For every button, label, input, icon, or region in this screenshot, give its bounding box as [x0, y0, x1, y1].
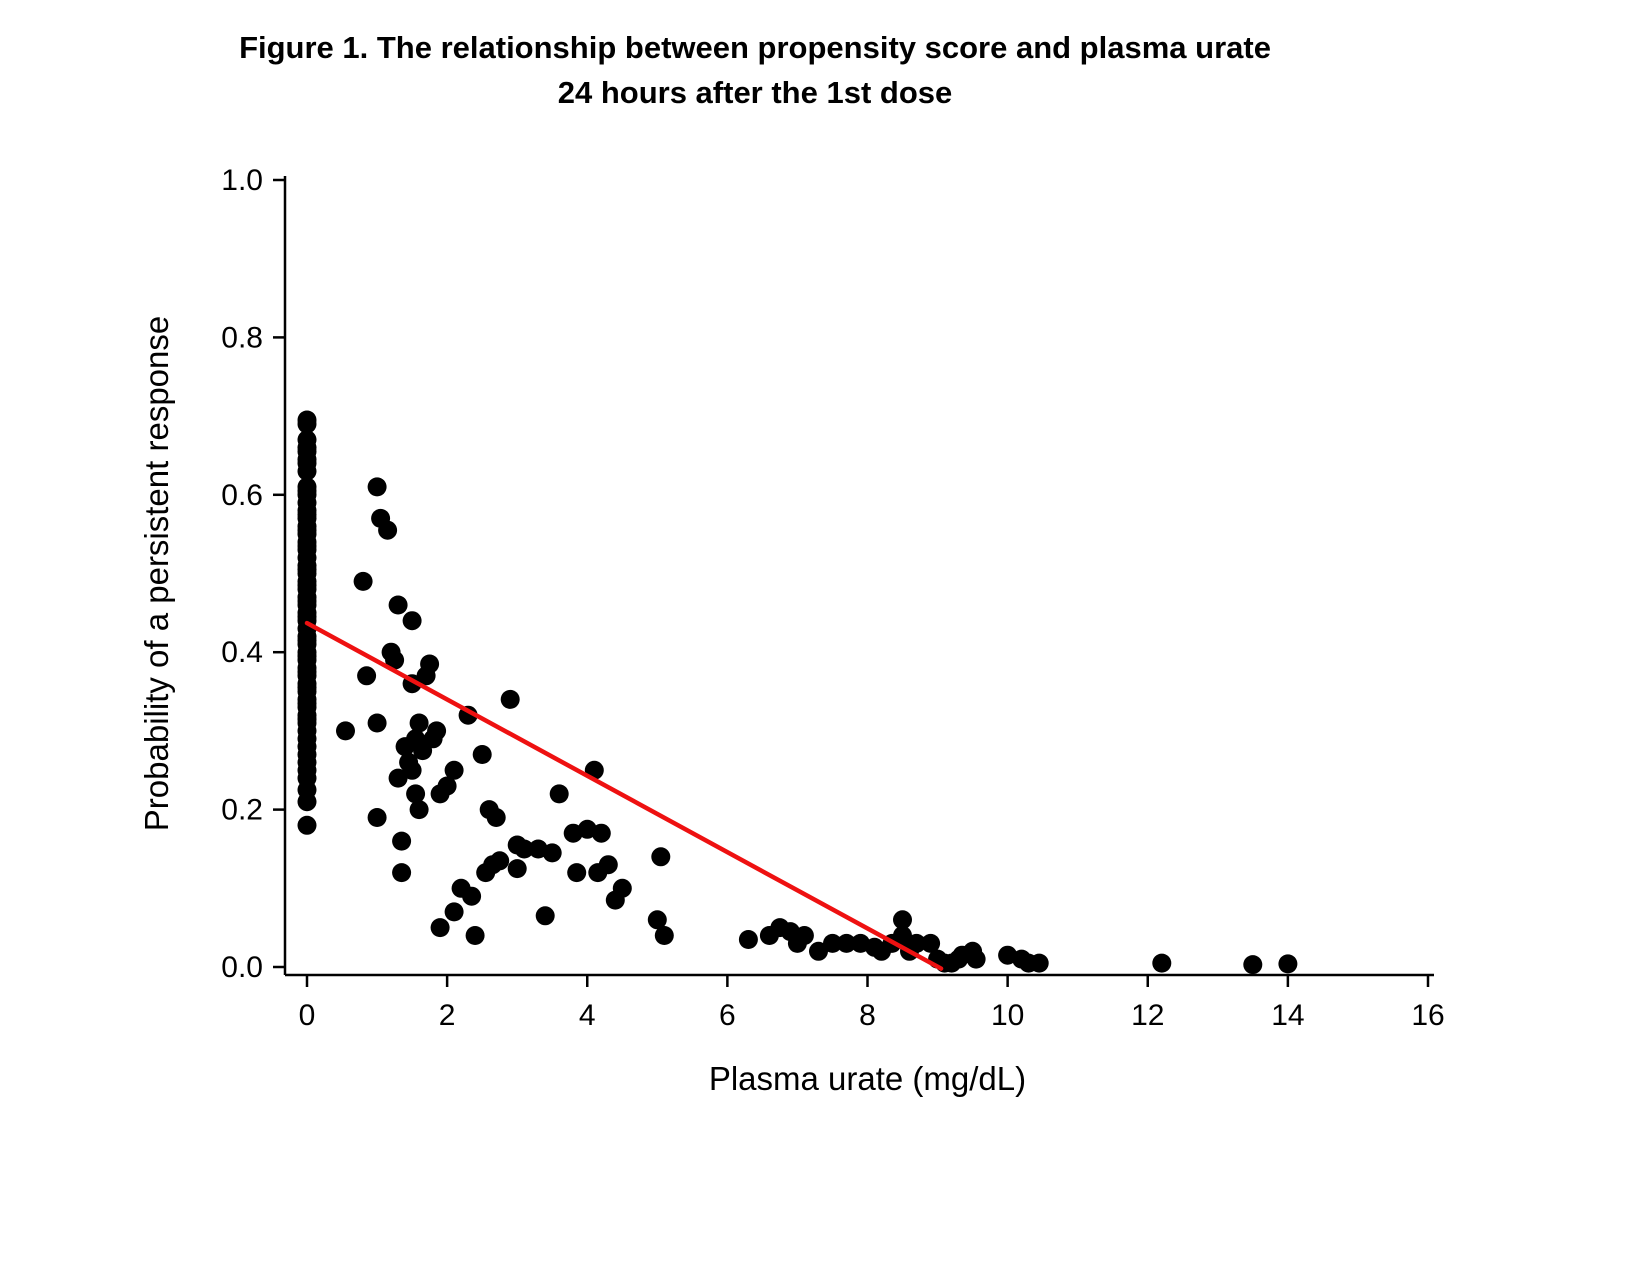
figure-title-line1: Figure 1. The relationship between prope…	[239, 30, 1271, 65]
y-tick-label: 0.2	[221, 794, 263, 827]
data-point	[893, 910, 912, 930]
data-point	[409, 800, 429, 820]
data-point	[567, 863, 587, 883]
data-point	[1152, 953, 1172, 973]
data-point	[809, 941, 828, 961]
data-point	[535, 906, 555, 926]
y-tick-label: 0.8	[221, 321, 263, 354]
figure-title-line2: 24 hours after the 1st dose	[557, 74, 953, 110]
data-point	[353, 571, 373, 591]
data-point	[907, 933, 926, 953]
data-point	[388, 595, 408, 615]
data-point	[549, 784, 569, 804]
data-point	[837, 933, 856, 953]
data-point	[651, 847, 671, 867]
data-point	[357, 666, 377, 686]
x-tick-label: 14	[1271, 999, 1304, 1032]
y-tick-label: 0.6	[221, 479, 263, 512]
data-point	[738, 930, 758, 949]
data-point	[409, 713, 429, 733]
data-point	[1029, 953, 1049, 973]
data-point	[612, 878, 632, 898]
data-point	[921, 933, 941, 953]
x-tick-label: 2	[439, 999, 456, 1032]
x-tick-label: 0	[299, 999, 316, 1032]
data-point	[444, 760, 464, 780]
data-point	[297, 430, 317, 450]
x-tick-label: 4	[579, 999, 596, 1032]
trend-line	[304, 620, 944, 971]
data-point	[392, 831, 412, 851]
data-point	[507, 859, 527, 879]
data-point	[444, 902, 464, 922]
y-tick-label: 1.0	[221, 164, 263, 197]
data-point	[591, 823, 611, 843]
data-point	[1278, 954, 1298, 974]
data-point	[388, 768, 408, 788]
x-tick-label: 12	[1131, 999, 1164, 1032]
data-point	[430, 918, 450, 938]
data-point	[823, 933, 842, 953]
data-point	[654, 926, 674, 945]
data-point	[402, 611, 422, 631]
data-point	[297, 477, 317, 497]
figure-title: Figure 1. The relationship between prope…	[0, 26, 1510, 116]
data-point	[598, 855, 618, 875]
data-point	[794, 926, 814, 945]
data-point	[1243, 955, 1263, 975]
data-point	[367, 477, 387, 497]
data-point	[297, 410, 317, 430]
data-point	[367, 713, 387, 733]
data-point	[437, 776, 457, 796]
data-point	[378, 520, 398, 540]
data-point	[893, 926, 912, 945]
x-tick-label: 10	[991, 999, 1024, 1032]
x-tick-label: 6	[719, 999, 736, 1032]
data-point	[647, 910, 667, 930]
x-tick-label: 8	[859, 999, 876, 1032]
data-point	[402, 760, 422, 780]
data-point	[542, 843, 562, 863]
data-point	[500, 689, 520, 709]
data-point	[385, 650, 405, 670]
y-axis-title: Probability of a persistent response	[138, 316, 175, 831]
x-tick-label: 16	[1411, 999, 1444, 1032]
data-point	[486, 808, 506, 827]
data-point	[465, 926, 485, 945]
data-point	[297, 815, 317, 835]
data-point	[392, 863, 412, 883]
data-point	[336, 721, 355, 741]
y-tick-label: 0.4	[221, 636, 263, 669]
data-point	[472, 745, 492, 764]
data-point	[406, 784, 426, 804]
data-point	[514, 839, 534, 859]
data-point	[420, 654, 440, 674]
data-point	[966, 949, 986, 969]
y-tick-label: 0.0	[221, 951, 263, 984]
data-point	[462, 886, 482, 906]
data-point	[490, 851, 510, 871]
data-point	[427, 721, 447, 741]
data-point	[367, 808, 387, 827]
x-axis-title: Plasma urate (mg/dL)	[709, 1060, 1026, 1097]
